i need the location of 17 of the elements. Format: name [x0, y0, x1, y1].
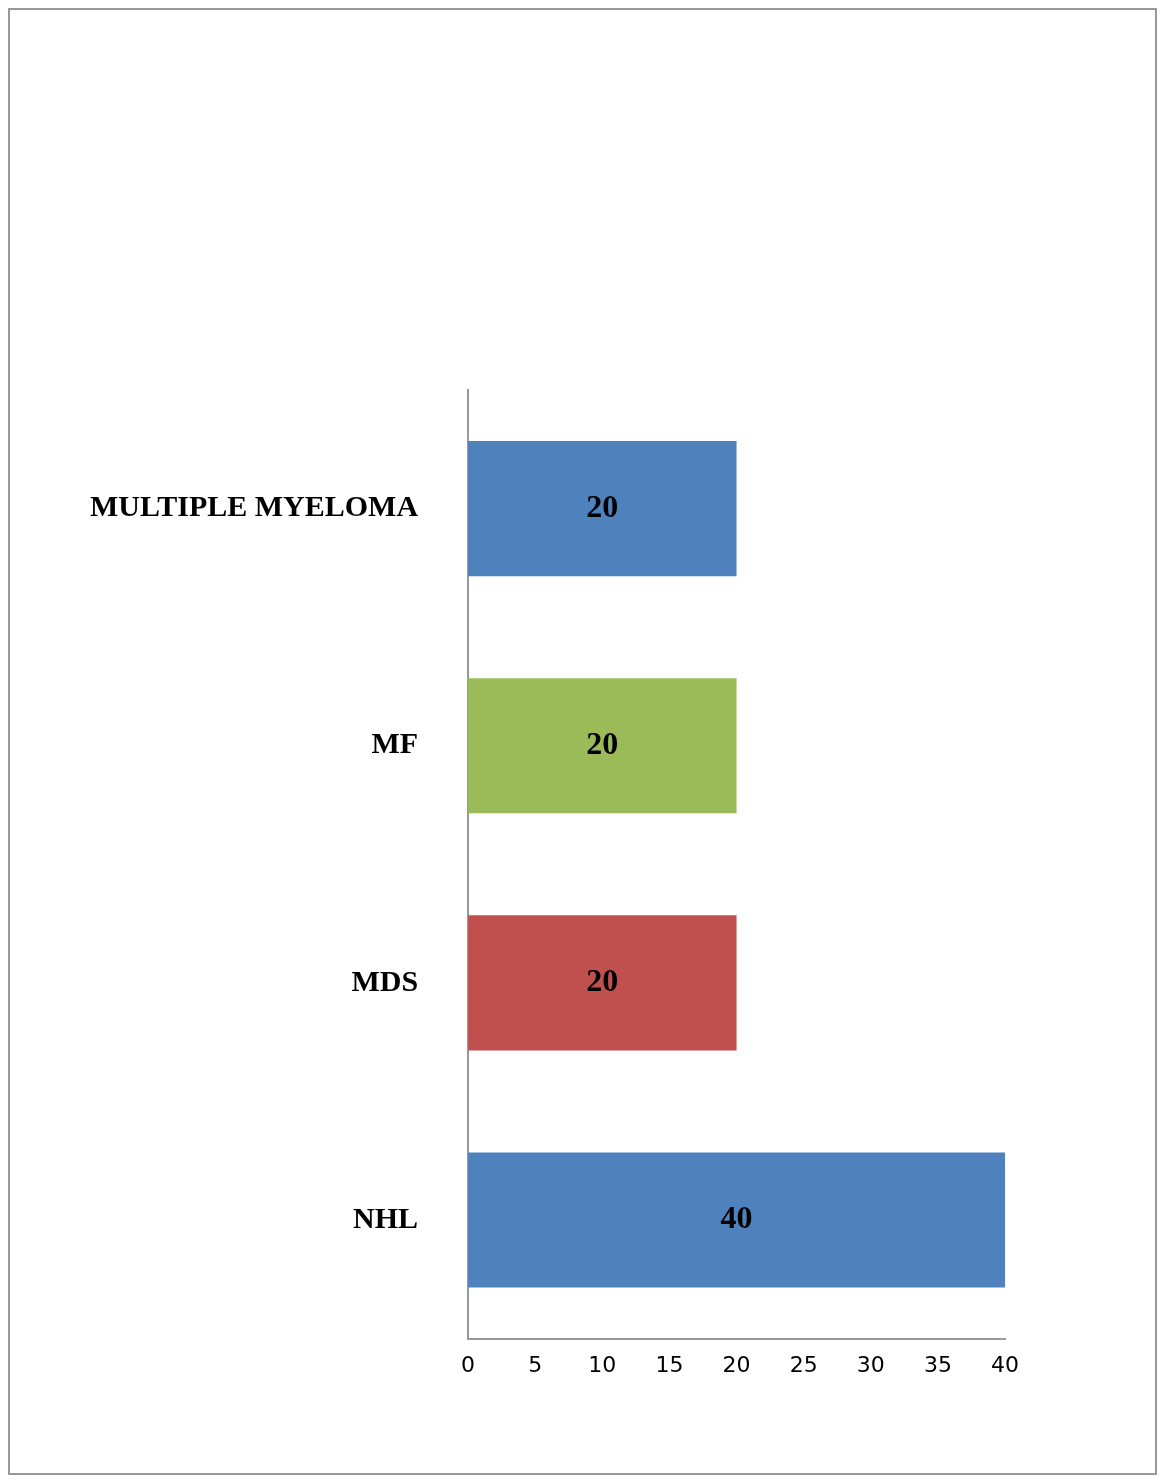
y-tick-label: MULTIPLE MYELOMA — [89, 489, 419, 523]
y-tick-label: MF — [371, 726, 419, 760]
data-label: 20 — [586, 487, 619, 524]
x-tick-label: 5 — [528, 1351, 543, 1377]
x-tick-label: 40 — [991, 1351, 1019, 1377]
x-tick-label: 35 — [923, 1351, 952, 1377]
y-tick-label: NHL — [353, 1200, 419, 1234]
x-tick-label: 30 — [856, 1351, 885, 1377]
data-label: 20 — [586, 724, 619, 761]
y-tick-label: MDS — [351, 963, 419, 997]
x-tick-label: 15 — [655, 1351, 684, 1377]
data-label: 40 — [720, 1199, 753, 1236]
x-tick-label: 25 — [789, 1351, 818, 1377]
x-tick-label: 10 — [588, 1351, 617, 1377]
x-tick-label: 0 — [461, 1351, 476, 1377]
data-label: 20 — [586, 962, 619, 999]
x-tick-label: 20 — [722, 1351, 751, 1377]
